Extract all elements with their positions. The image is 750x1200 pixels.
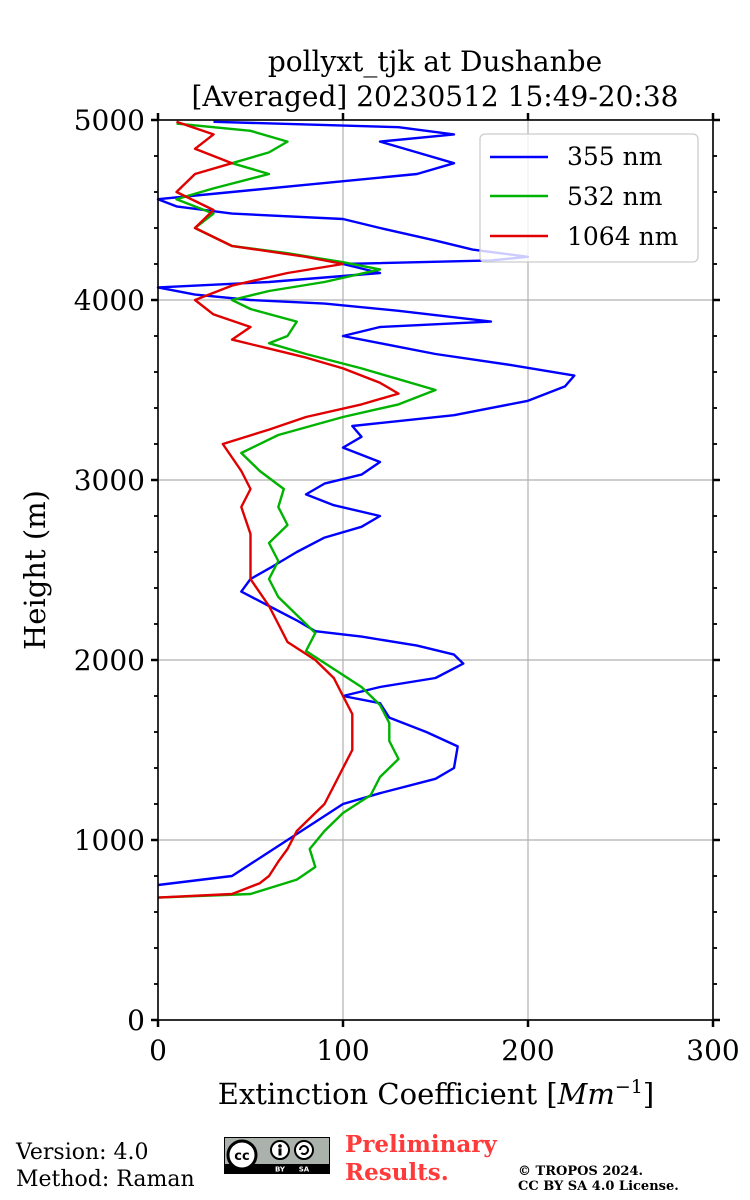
x-tick-label: 100 [316,1034,369,1067]
copyright-line-1: © TROPOS 2024. [518,1164,644,1179]
x-axis-label: Extinction Coefficient [Mm−1] [218,1076,654,1111]
legend-box [479,133,699,263]
cc-icon [226,1139,258,1171]
y-tick-label: 2000 [74,644,145,677]
legend: 355 nm 532 nm 1064 nm [479,133,699,263]
chart-title-line-1: pollyxt_tjk at Dushanbe [268,45,602,78]
plot-frame [157,119,714,1021]
cc-sa-icon [294,1140,314,1160]
x-tick-label: 200 [501,1034,554,1067]
version-info: Version: 4.0 Method: Raman [16,1139,195,1193]
copyright-notice: © TROPOS 2024. CC BY SA 4.0 License. [518,1164,679,1194]
ticks [151,113,720,1027]
x-axis-label-close: ] [643,1077,654,1111]
method-label: Method: Raman [16,1167,195,1192]
cc-sa-label: SA [299,1166,310,1174]
cc-license-badge: cc BY SA [224,1137,330,1174]
cc-by-label: BY [275,1166,286,1174]
series-line-532-nm [157,122,437,899]
y-tick-label: 0 [127,1004,145,1037]
series-line-1064-nm [157,120,400,899]
copyright-line-2: CC BY SA 4.0 License. [518,1179,679,1194]
y-axis-label: Height (m) [18,490,52,650]
x-axis-label-unit: Mm [557,1077,615,1111]
x-axis-label-text: Extinction Coefficient [ [218,1077,558,1111]
x-axis-label-exponent: −1 [615,1076,643,1098]
legend-label-1064: 1064 nm [567,222,679,251]
x-tick-label: 0 [149,1034,167,1067]
preliminary-line-2: Results. [345,1159,449,1186]
preliminary-line-1: Preliminary [345,1131,497,1158]
y-tick-label: 4000 [74,284,145,317]
version-label: Version: 4.0 [16,1140,149,1165]
preliminary-notice: Preliminary Results. [345,1131,497,1187]
y-tick-label: 5000 [74,104,145,137]
series-group [156,120,576,899]
series-line-355-nm [156,120,576,887]
legend-label-532: 532 nm [567,182,663,211]
cc-icon-label: cc [234,1149,249,1164]
y-tick-label: 3000 [74,464,145,497]
x-tick-label: 300 [686,1034,739,1067]
legend-label-355: 355 nm [567,142,663,171]
y-tick-label: 1000 [74,824,145,857]
chart-title-line-2: [Averaged] 20230512 15:49-20:38 [192,80,679,113]
